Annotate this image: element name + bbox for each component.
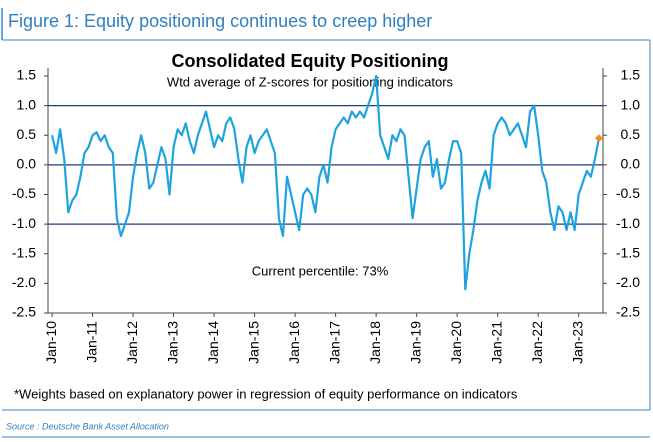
x-tick-label: Jan-17 xyxy=(326,321,342,364)
y2-tick-label: -1.0 xyxy=(616,215,640,231)
y-tick-label: -1.5 xyxy=(12,244,36,260)
y-tick-label: -2.0 xyxy=(12,274,36,290)
y2-tick-label: 0.0 xyxy=(621,156,641,172)
x-tick-label: Jan-13 xyxy=(164,321,180,364)
x-tick-label: Jan-15 xyxy=(245,321,261,364)
data-line xyxy=(50,74,601,291)
source: Source : Deutsche Bank Asset Allocation xyxy=(6,421,169,431)
y2-tick-label: 1.5 xyxy=(621,67,641,83)
y-tick-label: -1.0 xyxy=(12,215,36,231)
y2-tick-label: -0.5 xyxy=(616,185,640,201)
footnote: *Weights based on explanatory power in r… xyxy=(14,386,518,401)
y2-tick-label: -2.5 xyxy=(616,304,640,320)
y-tick-label: -2.5 xyxy=(12,304,36,320)
y-tick-label: 0.0 xyxy=(17,156,37,172)
y-tick-label: 1.5 xyxy=(17,67,37,83)
x-tick-label: Jan-22 xyxy=(529,321,545,364)
annotation: Current percentile: 73% xyxy=(252,263,389,278)
x-tick-label: Jan-21 xyxy=(488,321,504,364)
y-tick-label: -0.5 xyxy=(12,185,36,201)
x-tick-label: Jan-18 xyxy=(367,321,383,364)
y2-tick-label: 1.0 xyxy=(621,96,641,112)
chart-subtitle: Wtd average of Z-scores for positioning … xyxy=(167,74,454,89)
x-tick-label: Jan-10 xyxy=(43,321,59,364)
x-tick-label: Jan-19 xyxy=(407,321,423,364)
header: Figure 1: Equity positioning continues t… xyxy=(8,11,432,31)
x-tick-label: Jan-14 xyxy=(205,321,221,364)
y2-tick-label: -1.5 xyxy=(616,244,640,260)
x-tick-label: Jan-12 xyxy=(124,321,140,364)
x-tick-label: Jan-11 xyxy=(83,321,99,363)
y2-tick-label: 0.5 xyxy=(621,126,641,142)
chart-title: Consolidated Equity Positioning xyxy=(172,51,449,71)
last-marker xyxy=(594,134,603,143)
x-tick-label: Jan-23 xyxy=(569,321,585,364)
y-tick-label: 0.5 xyxy=(17,126,37,142)
x-tick-label: Jan-16 xyxy=(286,321,302,364)
x-tick-label: Jan-20 xyxy=(448,321,464,364)
y-tick-label: 1.0 xyxy=(17,96,37,112)
y2-tick-label: -2.0 xyxy=(616,274,640,290)
